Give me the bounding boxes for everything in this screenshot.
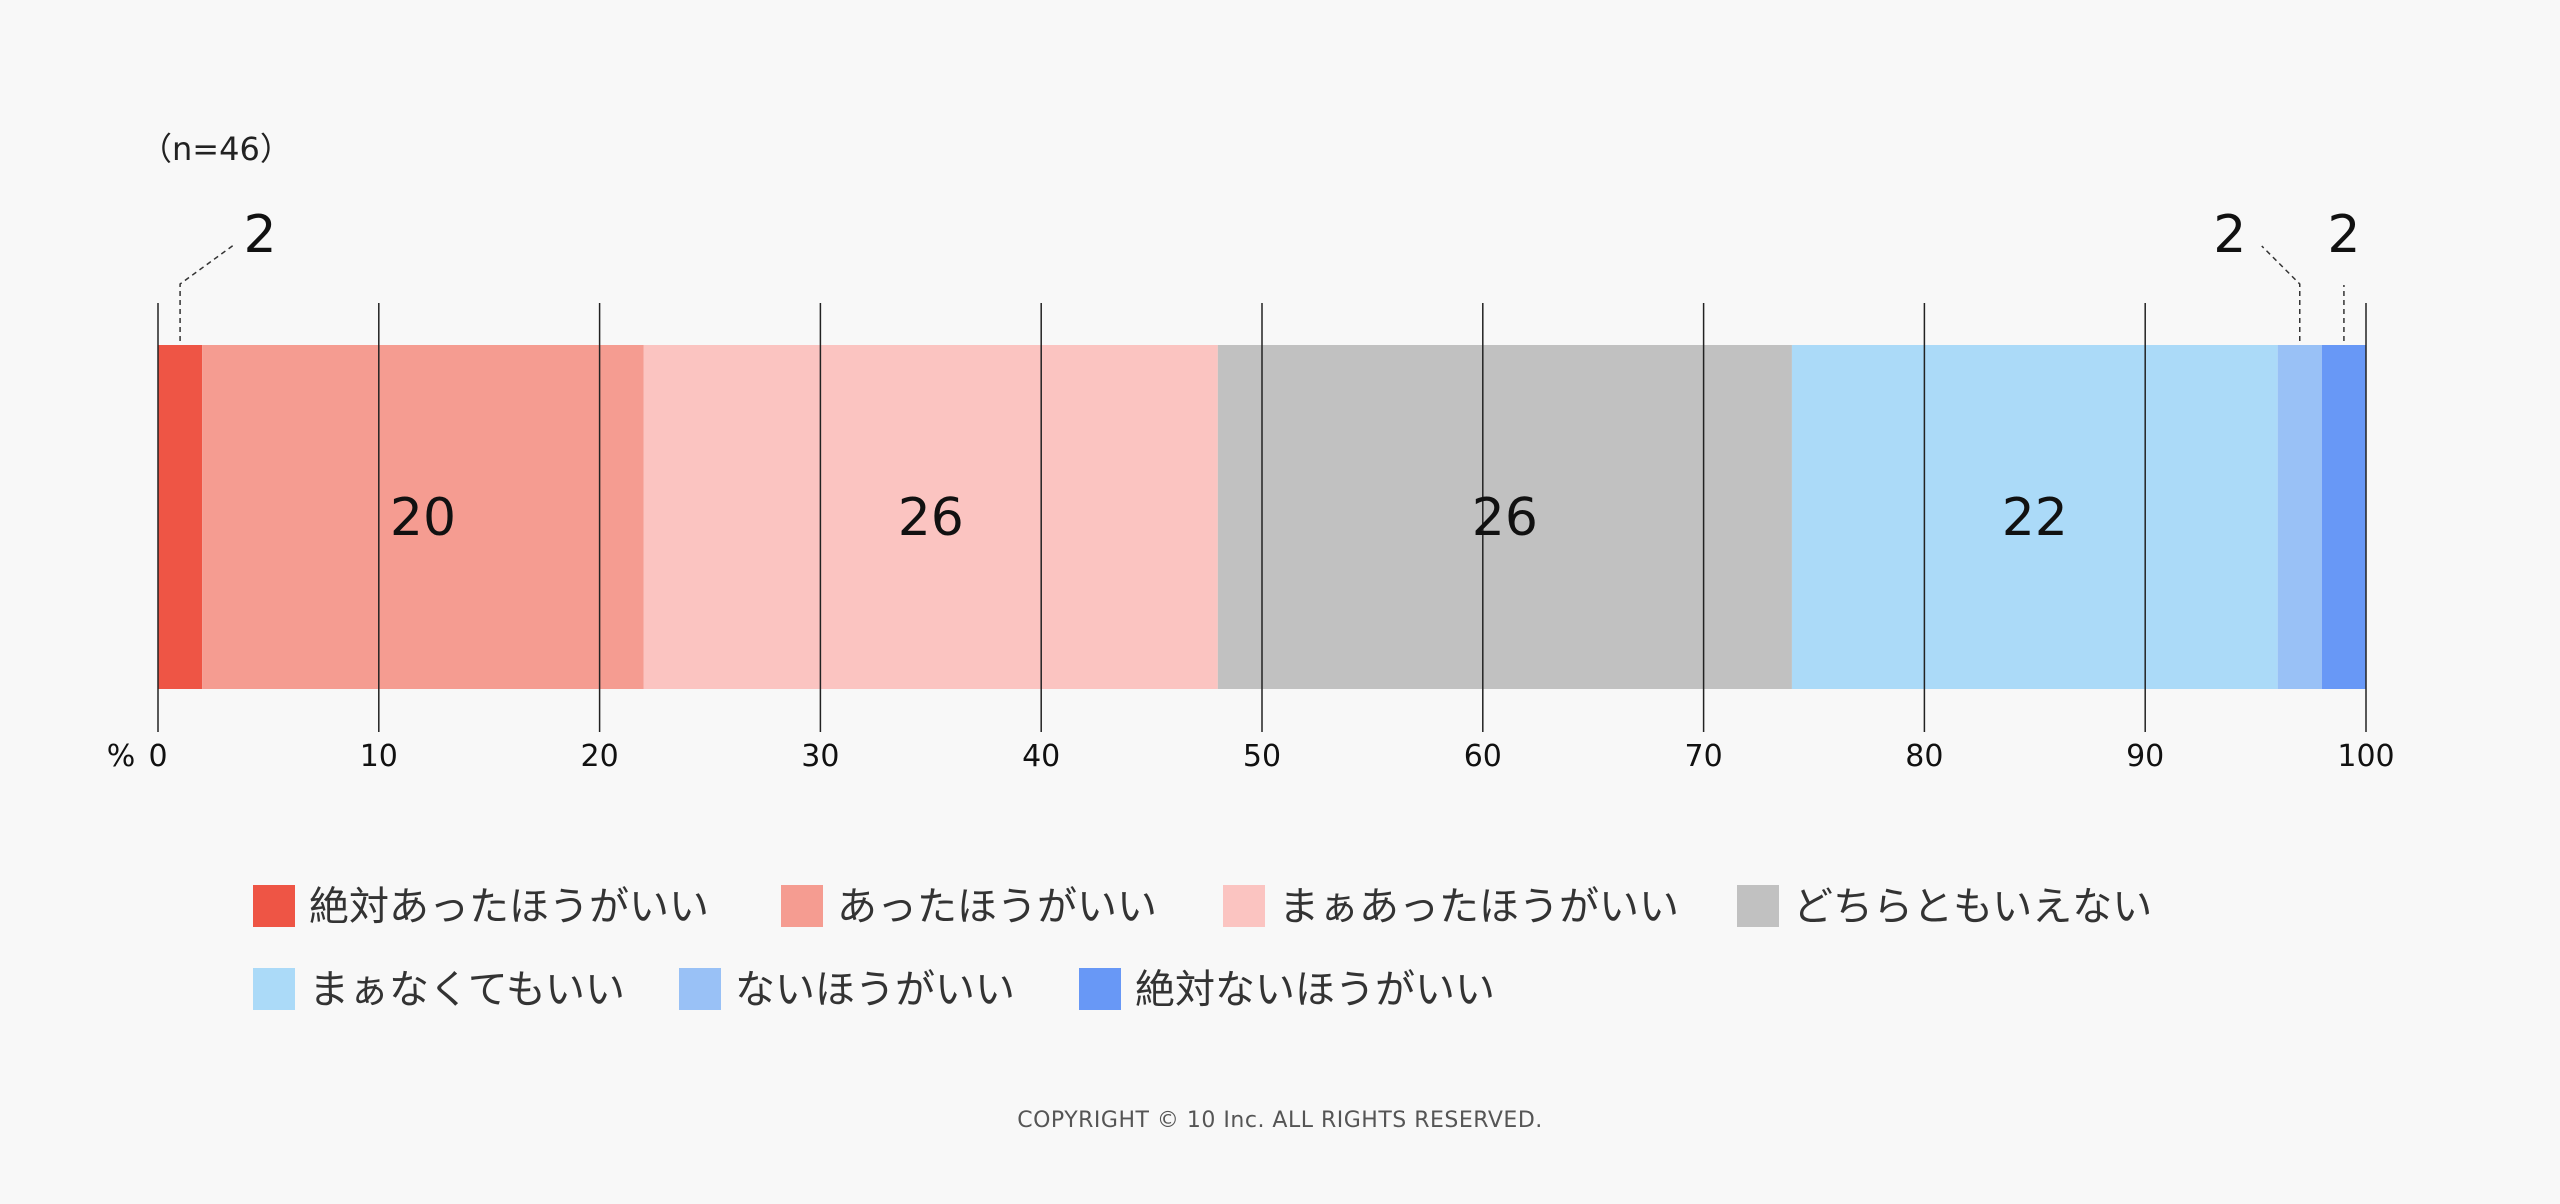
tick-label-5: 50 [1243,739,1281,774]
legend-item-5: ないほうがいい [679,967,1015,1013]
bar-segment-4 [1791,345,2278,689]
bar-segment-1 [202,345,644,689]
bar-segment-3 [1217,345,1792,689]
bar-segment-6 [2321,345,2366,689]
bar-segment-5 [2277,345,2322,689]
tick-label-2: 20 [581,739,619,774]
data-label-0: 2 [244,205,277,265]
legend-item-3: どちらともいえない [1737,884,2152,930]
legend-swatch-4 [253,968,295,1010]
legend-swatch-3 [1737,885,1779,927]
legend-swatch-1 [781,885,823,927]
tick-label-10: 100 [2337,739,2394,774]
data-label-4: 22 [2002,488,2068,548]
legend-item-6: 絶対ないほうがいい [1079,967,1495,1013]
legend-swatch-0 [253,885,295,927]
legend-label-4: まぁなくてもいい [309,967,625,1013]
tick-label-8: 80 [1905,739,1943,774]
data-label-3: 26 [1472,488,1538,548]
callout-line-0 [179,243,236,341]
legend-label-2: まぁあったほうがいい [1279,884,1679,930]
legend-item-2: まぁあったほうがいい [1223,884,1679,930]
data-label-1: 20 [390,488,456,548]
tick-label-1: 10 [360,739,398,774]
bar-segment-0 [158,345,203,689]
data-labels: 20 26 26 222 2 2 [179,205,2360,548]
legend: 絶対あったほうがいい あったほうがいい まぁあったほうがいい どちらともいえないまぁな… [253,884,2152,1013]
legend-label-3: どちらともいえない [1793,884,2152,930]
bar-segments [158,345,2366,689]
legend-swatch-2 [1223,885,1265,927]
tick-label-3: 30 [801,739,839,774]
callout-line-5 [2261,245,2301,341]
copyright-text: COPYRIGHT © 10 Inc. ALL RIGHTS RESERVED. [1017,1108,1543,1133]
data-label-5: 2 [2213,205,2246,265]
legend-label-6: 絶対ないほうがいい [1135,967,1495,1013]
tick-label-6: 60 [1464,739,1502,774]
legend-swatch-5 [679,968,721,1010]
tick-label-7: 70 [1685,739,1723,774]
x-axis: 0 10 20 30 40 50 60 70 80 90 100% [107,303,2395,774]
legend-swatch-6 [1079,968,1121,1010]
data-label-6: 2 [2327,205,2360,265]
tick-label-0: 0 [148,739,167,774]
legend-item-1: あったほうがいい [781,884,1157,930]
legend-label-5: ないほうがいい [735,967,1015,1013]
tick-label-9: 90 [2126,739,2164,774]
legend-item-0: 絶対あったほうがいい [253,884,709,930]
legend-item-4: まぁなくてもいい [253,967,625,1013]
unit-label: % [107,739,136,774]
legend-label-1: あったほうがいい [837,884,1157,930]
bar-segment-2 [643,345,1218,689]
legend-label-0: 絶対あったほうがいい [309,884,709,930]
sample-size-label: （n=46） [140,130,292,168]
data-label-2: 26 [898,488,964,548]
tick-label-4: 40 [1022,739,1060,774]
